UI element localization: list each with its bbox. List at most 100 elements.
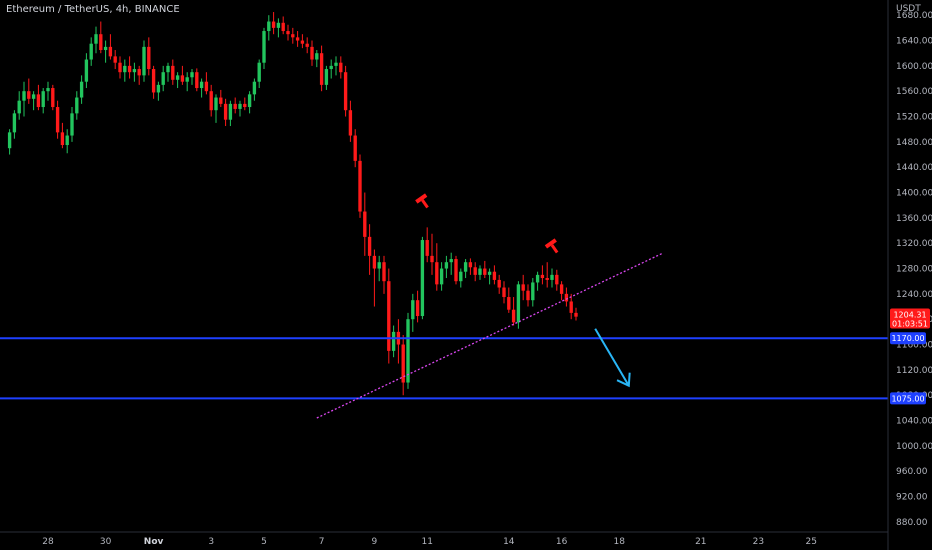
candle [223, 98, 228, 127]
hammer-head [544, 238, 557, 249]
candle [60, 122, 65, 149]
candle-body [319, 53, 324, 85]
time-tick-label: 18 [613, 537, 625, 547]
candle [468, 258, 473, 275]
candle [99, 21, 103, 54]
candle [358, 154, 362, 218]
candle-body [118, 62, 122, 73]
candle-body [315, 53, 319, 60]
candle [425, 227, 429, 263]
candle-body [478, 268, 482, 275]
candle [247, 91, 252, 114]
candle-body [151, 69, 156, 93]
candle [511, 297, 516, 326]
candle-body [377, 262, 381, 269]
candle [401, 335, 405, 396]
price-axis[interactable]: 880.00920.00960.001000.001040.001080.001… [896, 11, 932, 528]
candle-body [127, 65, 132, 73]
candle [444, 255, 449, 279]
candle-body [94, 34, 98, 44]
candle-body [372, 255, 377, 269]
candle [545, 262, 549, 288]
candle [415, 290, 420, 323]
candle [142, 40, 146, 82]
candle [55, 100, 60, 139]
candle [219, 89, 223, 108]
price-tick-label: 1680.00 [896, 11, 932, 21]
hammer-marker-icon[interactable] [544, 238, 562, 256]
candle [147, 37, 151, 76]
candle [127, 56, 132, 79]
candle [46, 81, 50, 101]
candle [281, 16, 285, 35]
candle [84, 53, 89, 89]
candle [262, 27, 266, 70]
candle [454, 255, 458, 285]
candle-body [185, 77, 189, 82]
candle-body [401, 344, 405, 383]
candle-body [55, 107, 60, 133]
candle-body [367, 236, 372, 256]
candle-body [257, 62, 261, 82]
candle [252, 78, 257, 101]
arrow-head-icon[interactable] [616, 372, 631, 388]
candle [295, 31, 300, 47]
candle-body [12, 113, 17, 133]
candle-body [459, 271, 463, 282]
price-tick-label: 1600.00 [896, 62, 932, 72]
candle-body [353, 135, 357, 161]
candle [209, 84, 213, 117]
candle [459, 268, 463, 288]
price-tick-label: 1360.00 [896, 214, 932, 224]
candle-body [65, 135, 69, 146]
price-tick-label: 1000.00 [896, 442, 932, 452]
candle-body [358, 160, 362, 212]
price-tick-label: 920.00 [896, 493, 928, 503]
current-price-tag [890, 308, 930, 329]
candle [123, 59, 127, 82]
candle-body [233, 103, 237, 109]
candle [70, 107, 74, 142]
candle [411, 293, 415, 332]
candle-body [31, 94, 36, 99]
candle-body [382, 262, 386, 282]
candle-body [51, 88, 55, 108]
candle [367, 224, 372, 275]
candle-body [17, 100, 21, 114]
candle [339, 56, 343, 79]
candle-body [569, 301, 573, 313]
candle [564, 287, 569, 307]
candle-body [276, 22, 281, 28]
candle-body [564, 293, 569, 302]
candle-body [204, 81, 209, 92]
candle [12, 110, 17, 139]
candle-body [156, 84, 161, 93]
candle-body [252, 81, 257, 95]
candle [478, 265, 482, 280]
candle-body [430, 255, 434, 263]
drawings-layer[interactable] [0, 193, 888, 419]
candle [334, 56, 338, 76]
candle [569, 293, 573, 320]
arrow-shaft[interactable] [594, 328, 630, 387]
time-axis[interactable]: 28 30 Nov 3 5 7 9 11 14 16 18 21 23 25 [42, 537, 817, 547]
candle-body [132, 69, 137, 73]
hammer-marker-icon[interactable] [415, 193, 432, 211]
candle-body [535, 274, 540, 283]
candle [391, 325, 396, 358]
candle-body [75, 97, 79, 114]
candle-body [334, 62, 338, 66]
candle-body [166, 65, 170, 73]
level-price-tag [890, 332, 926, 345]
candle [267, 15, 271, 41]
candle-body [415, 300, 420, 317]
candle [310, 40, 314, 66]
candle [137, 65, 141, 85]
candle-body [180, 75, 185, 82]
price-tick-label: 1520.00 [896, 113, 932, 123]
candle [156, 81, 161, 101]
candle-body [387, 281, 391, 351]
candle [315, 50, 319, 68]
price-tick-label: 1320.00 [896, 239, 932, 249]
